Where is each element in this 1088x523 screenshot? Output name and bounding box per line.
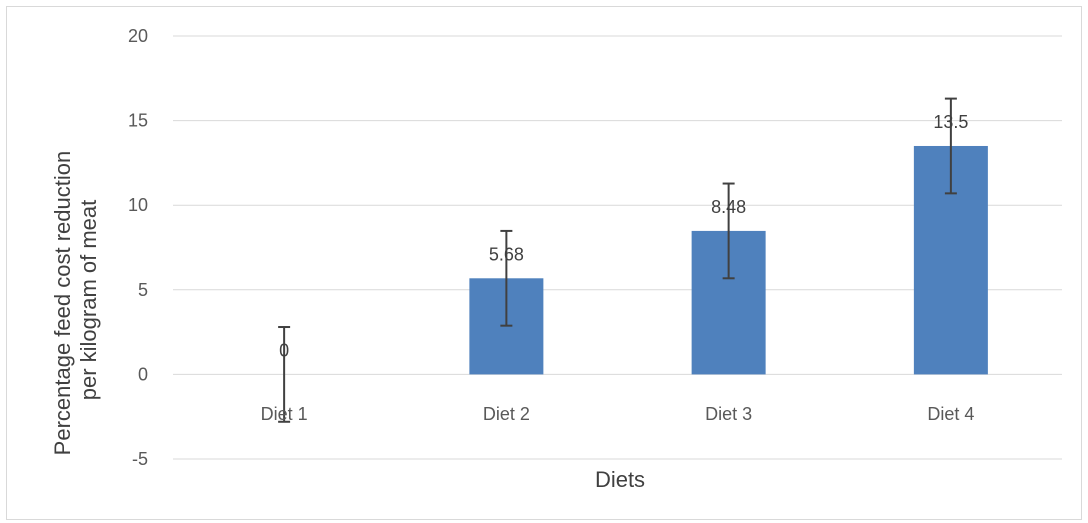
data-label: 5.68 bbox=[489, 244, 524, 264]
data-label: 8.48 bbox=[711, 197, 746, 217]
y-tick-labels: -5 0 5 10 15 20 bbox=[128, 26, 148, 469]
x-tick-label: Diet 2 bbox=[483, 404, 530, 424]
y-tick-label: 10 bbox=[128, 195, 148, 215]
x-axis-title: Diets bbox=[595, 467, 645, 492]
error-bar bbox=[722, 182, 735, 280]
y-axis-title-line-2: per kilogram of meat bbox=[76, 200, 101, 401]
data-labels: 0 5.68 8.48 13.5 bbox=[279, 112, 968, 360]
error-bar bbox=[500, 229, 513, 327]
y-tick-label: 20 bbox=[128, 26, 148, 46]
gridlines bbox=[173, 35, 1062, 460]
y-axis-title: Percentage feed cost reduction per kilog… bbox=[50, 145, 101, 456]
data-label: 13.5 bbox=[933, 112, 968, 132]
chart-frame bbox=[6, 6, 1082, 520]
error-bars bbox=[278, 97, 957, 423]
y-tick-label: 0 bbox=[138, 364, 148, 384]
y-axis-title-line-1: Percentage feed cost reduction bbox=[50, 151, 75, 456]
x-tick-label: Diet 4 bbox=[927, 404, 974, 424]
x-tick-labels: Diet 1 Diet 2 Diet 3 Diet 4 bbox=[261, 404, 975, 424]
y-tick-label: 5 bbox=[138, 280, 148, 300]
data-label: 0 bbox=[279, 340, 289, 360]
y-tick-label: 15 bbox=[128, 111, 148, 131]
error-bar bbox=[944, 97, 957, 195]
x-tick-label: Diet 1 bbox=[261, 404, 308, 424]
y-tick-label: -5 bbox=[132, 449, 148, 469]
x-tick-label: Diet 3 bbox=[705, 404, 752, 424]
error-bar bbox=[278, 326, 291, 423]
